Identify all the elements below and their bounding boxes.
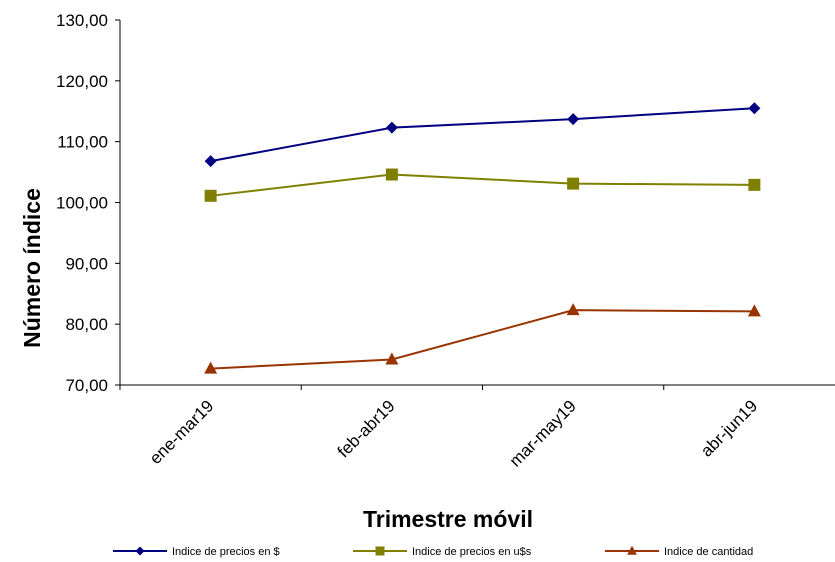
- data-point: [567, 177, 580, 190]
- series-line: [210, 309, 755, 370]
- data-point: [566, 303, 580, 316]
- data-point: [748, 178, 761, 191]
- legend: Indice de precios en $ Indice de precios …: [113, 545, 753, 558]
- x-tick-label: abr-jun19: [697, 396, 761, 460]
- data-point: [385, 168, 398, 181]
- series-line: [210, 173, 755, 197]
- legend-item: Indice de precios en u$s: [353, 546, 532, 558]
- x-tick-label: mar-may19: [506, 396, 580, 470]
- legend-label: Indice de cantidad: [664, 546, 753, 558]
- data-point: [385, 121, 398, 134]
- legend-item: Indice de precios en $: [113, 546, 280, 558]
- legend-label: Indice de precios en $: [172, 546, 280, 558]
- data-point: [567, 113, 580, 126]
- series-line: [210, 107, 755, 163]
- legend-item: Indice de cantidad: [605, 545, 753, 558]
- legend-marker: [375, 546, 385, 556]
- data-point: [204, 189, 217, 202]
- series-1: [204, 102, 761, 168]
- x-tick-label: feb-abr19: [334, 396, 399, 461]
- x-tick-label: ene-mar19: [146, 396, 218, 468]
- data-point: [748, 102, 761, 115]
- y-tick-label: 100,00: [56, 194, 108, 213]
- data-point: [747, 304, 761, 317]
- x-axis-ticks: ene-mar19 feb-abr19 mar-may19 abr-jun19: [119, 385, 761, 471]
- y-axis-ticks: 70,00 80,00 90,00 100,00 110,00 120,00 130,00: [56, 11, 120, 395]
- legend-label: Indice de precios en u$s: [412, 546, 532, 558]
- data-point: [385, 352, 399, 365]
- series-3: [204, 303, 761, 374]
- y-tick-label: 70,00: [65, 376, 108, 395]
- y-tick-label: 80,00: [65, 315, 108, 334]
- y-tick-label: 110,00: [57, 133, 108, 152]
- y-axis-title: Número índice: [19, 188, 45, 348]
- series-layer: [204, 102, 761, 374]
- data-point: [204, 155, 217, 168]
- data-point: [204, 361, 218, 374]
- y-tick-label: 130,00: [56, 11, 108, 30]
- legend-marker: [135, 546, 145, 556]
- y-tick-label: 90,00: [65, 254, 108, 273]
- x-axis-title: Trimestre móvil: [363, 506, 533, 532]
- y-tick-label: 120,00: [56, 72, 108, 91]
- legend-marker: [627, 545, 637, 555]
- series-2: [204, 168, 761, 202]
